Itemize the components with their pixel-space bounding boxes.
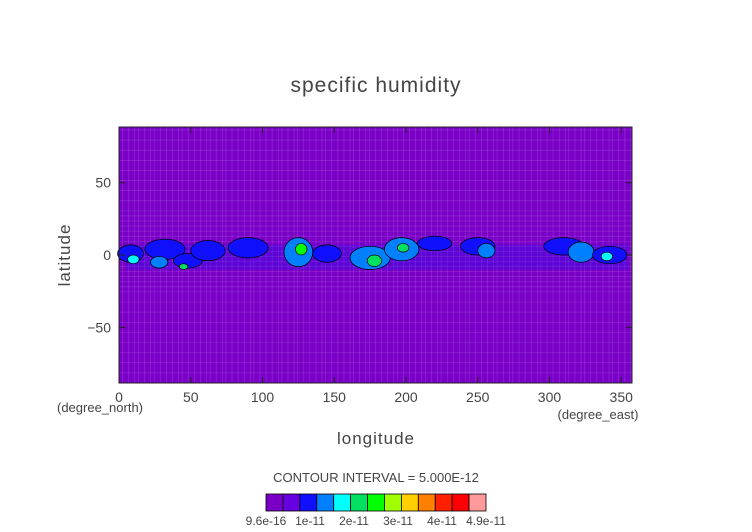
plot-area	[117, 126, 633, 384]
colorbar-label: 4e-11	[427, 514, 457, 528]
x-tick-label: 150	[323, 389, 347, 405]
colorbar-swatch	[350, 493, 368, 512]
colorbar-swatch	[400, 493, 419, 512]
humidity-contour-blob	[150, 256, 169, 269]
humidity-contour-blob	[190, 240, 226, 262]
colorbar-label: 9.6e-16	[246, 514, 287, 528]
colorbar-swatch	[451, 493, 470, 512]
colorbar-label: 2e-11	[339, 514, 369, 528]
x-tick-label: 300	[538, 389, 562, 405]
colorbar-label: 3e-11	[383, 514, 413, 528]
humidity-contour-blob	[366, 254, 382, 267]
humidity-contour-blob	[567, 241, 595, 263]
y-tick-label: 0	[103, 247, 111, 263]
humidity-contour-blob	[178, 263, 189, 270]
y-units-label: (degree_north)	[57, 400, 143, 415]
x-axis-label: longitude	[337, 429, 415, 448]
colorbar-swatch	[367, 493, 385, 512]
colorbar-swatch	[417, 493, 436, 512]
colorbar-swatch	[384, 493, 402, 512]
colorbar-swatch	[316, 493, 335, 512]
colorbar-swatch	[434, 493, 453, 512]
humidity-contour-blob	[127, 254, 140, 265]
x-axis-ticks: 0 50 100 150 200 250 300 350	[115, 127, 633, 405]
humidity-contour-blob	[397, 243, 410, 253]
x-tick-label: 50	[183, 389, 199, 405]
x-tick-label: 350	[610, 389, 634, 405]
colorbar	[265, 493, 487, 512]
y-tick-label: −50	[87, 319, 111, 335]
y-axis-label: latitude	[55, 224, 74, 287]
chart-title: specific humidity	[290, 74, 461, 97]
colorbar-swatch	[299, 493, 318, 512]
colorbar-swatch	[468, 493, 487, 512]
colorbar-swatch	[282, 493, 301, 512]
contour-interval-text: CONTOUR INTERVAL = 5.000E-12	[273, 470, 479, 485]
y-tick-label: 50	[95, 175, 111, 191]
humidity-contour-blob	[417, 235, 453, 252]
humidity-contour-blob	[600, 251, 613, 262]
x-units-label: (degree_east)	[558, 407, 639, 422]
x-tick-label: 0	[115, 389, 123, 405]
colorbar-swatch	[265, 493, 284, 512]
y-axis-ticks: 50 0 −50	[87, 175, 632, 335]
colorbar-label: 1e-11	[295, 514, 325, 528]
x-tick-label: 200	[394, 389, 418, 405]
colorbar-label: 4.9e-11	[466, 514, 506, 528]
humidity-contours	[117, 235, 629, 270]
x-tick-label: 250	[466, 389, 490, 405]
humidity-contour-blob	[477, 243, 496, 259]
x-tick-label: 100	[251, 389, 275, 405]
colorbar-labels: 9.6e-16 1e-11 2e-11 3e-11 4e-11 4.9e-11	[246, 514, 507, 528]
humidity-contour-blob	[295, 243, 308, 256]
humidity-contour-blob	[227, 237, 269, 259]
humidity-contour-blob	[312, 244, 342, 263]
colorbar-swatch	[333, 493, 352, 512]
